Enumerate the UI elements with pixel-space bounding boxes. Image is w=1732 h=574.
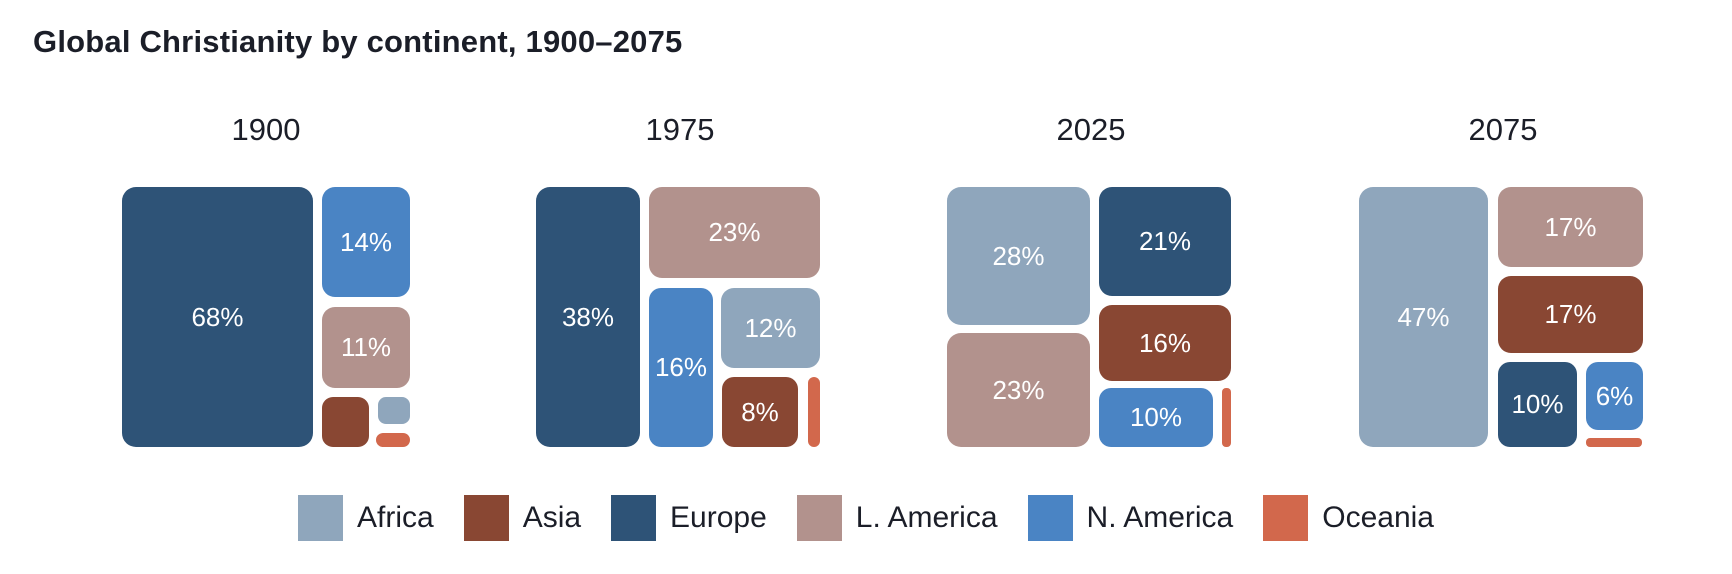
treemap-block-asia: 16% — [1099, 305, 1231, 381]
legend-swatch-africa — [298, 495, 343, 541]
treemap-1900: 68% 14% 11% — [122, 187, 410, 447]
treemap-block-asia: 8% — [722, 377, 798, 447]
year-label-2075: 2075 — [1468, 112, 1538, 147]
legend-swatch-n-america — [1027, 495, 1073, 541]
year-label-2025: 2025 — [1056, 112, 1126, 147]
treemap-block-europe: 10% — [1498, 362, 1577, 447]
legend-label-europe: Europe — [670, 501, 767, 534]
treemap-block-asia — [322, 397, 369, 447]
legend-label-asia: Asia — [522, 501, 582, 534]
legend-item-l-america: L. America — [796, 495, 998, 541]
year-label-1975: 1975 — [645, 112, 715, 147]
legend-swatch-asia — [463, 495, 509, 541]
chart-title: Global Christianity by continent, 1900–2… — [33, 24, 683, 59]
legend-swatch-europe — [611, 495, 657, 541]
treemap-block-n-america: 14% — [322, 187, 410, 297]
panel-2075: 2075 47% 17% 17% 10% 6% — [1359, 108, 1647, 448]
treemap-block-oceania — [1586, 438, 1642, 447]
legend-label-africa: Africa — [357, 501, 434, 534]
legend-label-l-america: L. America — [855, 501, 998, 534]
treemap-block-oceania — [1222, 388, 1231, 447]
panel-1975: 1975 38% 23% 16% 12% 8% — [536, 108, 824, 448]
treemap-block-asia: 17% — [1498, 276, 1643, 353]
treemap-block-n-america: 16% — [649, 288, 713, 447]
treemap-1975: 38% 23% 16% 12% 8% — [536, 187, 824, 447]
treemap-block-africa: 47% — [1359, 187, 1488, 447]
legend-label-oceania: Oceania — [1322, 501, 1434, 534]
treemap-2075: 47% 17% 17% 10% 6% — [1359, 187, 1647, 447]
legend-item-asia: Asia — [463, 495, 582, 541]
treemap-block-l-america: 23% — [947, 333, 1090, 447]
legend-item-africa: Africa — [298, 495, 434, 541]
treemap-block-africa — [378, 397, 410, 424]
treemap-block-africa: 12% — [721, 288, 820, 368]
treemap-2025: 28% 21% 16% 23% 10% — [947, 187, 1235, 447]
legend-label-n-america: N. America — [1086, 501, 1234, 534]
treemap-block-oceania — [376, 433, 410, 447]
legend-swatch-oceania — [1263, 495, 1309, 541]
panel-1900: 1900 68% 14% 11% — [122, 108, 410, 448]
legend-swatch-l-america — [796, 495, 842, 541]
year-label-1900: 1900 — [231, 112, 301, 147]
legend-item-europe: Europe — [611, 495, 767, 541]
legend-item-oceania: Oceania — [1263, 495, 1434, 541]
treemap-block-europe: 38% — [536, 187, 640, 447]
treemap-block-europe: 21% — [1099, 187, 1231, 296]
treemap-block-l-america: 11% — [322, 307, 410, 388]
treemap-block-n-america: 10% — [1099, 388, 1213, 447]
legend-item-n-america: N. America — [1027, 495, 1234, 541]
treemap-block-europe: 68% — [122, 187, 313, 447]
legend: Africa Asia Europe L. America N. America Ocea… — [0, 495, 1732, 541]
treemap-block-oceania — [808, 377, 820, 447]
treemap-block-l-america: 17% — [1498, 187, 1643, 267]
panel-2025: 2025 28% 21% 16% 23% 10% — [947, 108, 1235, 448]
treemap-block-l-america: 23% — [649, 187, 820, 278]
treemap-block-africa: 28% — [947, 187, 1090, 325]
treemap-block-n-america: 6% — [1586, 362, 1643, 430]
